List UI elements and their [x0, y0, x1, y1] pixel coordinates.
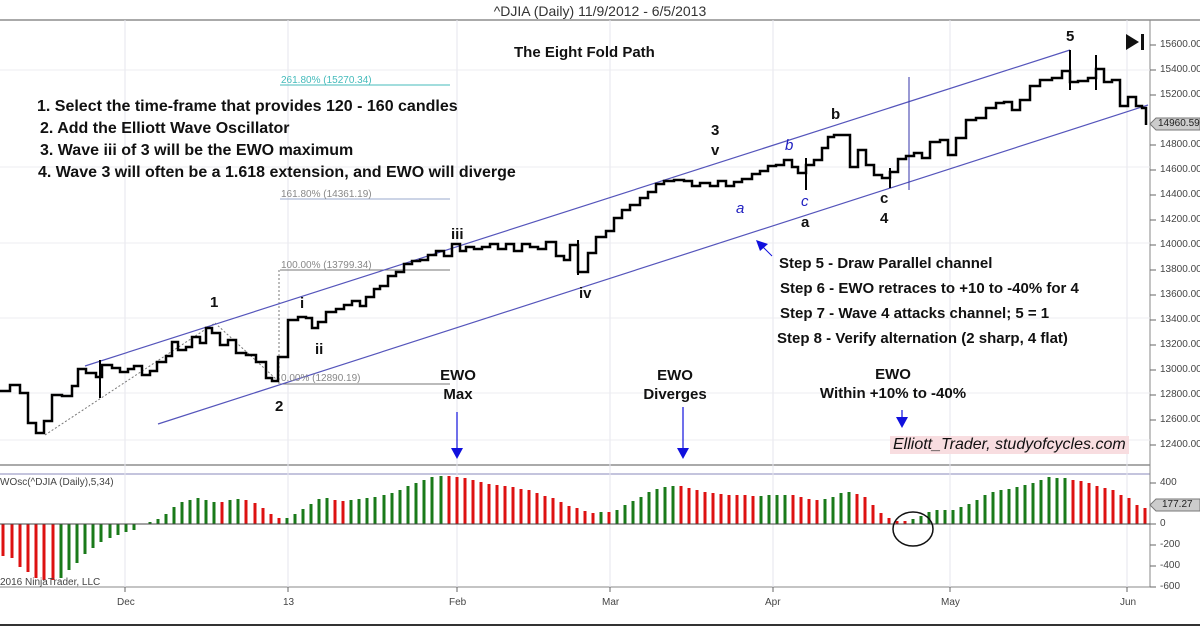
price-axis-ticks [1150, 44, 1156, 588]
wave-label-small-c: c [801, 193, 809, 210]
step-5: Step 5 - Draw Parallel channel [779, 255, 993, 272]
parallel-channel [84, 49, 1149, 425]
ewo-tick: -600 [1160, 581, 1181, 592]
step-6: Step 6 - EWO retraces to +10 to -40% for… [780, 280, 1079, 297]
time-axis-ticks [124, 587, 1128, 592]
price-tick: 12600.00 [1160, 414, 1200, 425]
time-tick: Feb [449, 597, 467, 608]
ewo-within-label-line1: EWO [875, 366, 911, 383]
ewo-tick: 0 [1160, 518, 1166, 529]
price-tick: 14600.00 [1160, 164, 1200, 175]
annotation-arrows [451, 240, 908, 459]
time-tick: Apr [765, 597, 781, 608]
fib-label-261: 261.80% (15270.34) [281, 75, 372, 86]
instruction-2: 2. Add the Elliott Wave Oscillator [40, 120, 290, 137]
ewo-tick: -400 [1160, 560, 1181, 571]
time-tick: Jun [1120, 597, 1137, 608]
wave-label-i: i [300, 295, 305, 312]
wave-label-3: 3 [711, 122, 720, 139]
chart-title: The Eight Fold Path [514, 44, 655, 61]
price-tick: 15600.00 [1160, 39, 1200, 50]
chart-window-title: ^DJIA (Daily) 11/9/2012 - 6/5/2013 [493, 3, 707, 19]
time-tick: Dec [117, 597, 135, 608]
price-tick: 13400.00 [1160, 314, 1200, 325]
wave-label-ii: ii [315, 341, 324, 358]
step-7: Step 7 - Wave 4 attacks channel; 5 = 1 [780, 305, 1050, 322]
price-tick: 15400.00 [1160, 64, 1200, 75]
wave-label-5: 5 [1066, 28, 1075, 45]
price-tick: 14800.00 [1160, 139, 1200, 150]
instruction-1: 1. Select the time-frame that provides 1… [37, 98, 458, 115]
instruction-4: 4. Wave 3 will often be a 1.618 extensio… [38, 164, 516, 181]
time-tick: 13 [283, 597, 295, 608]
price-bars [0, 67, 1148, 435]
fib-label-100: 100.00% (13799.34) [281, 260, 372, 271]
wave-label-1: 1 [210, 294, 219, 311]
wave-label-small-a: a [736, 200, 745, 217]
wave-label-b: b [831, 106, 841, 123]
instruction-3: 3. Wave iii of 3 will be the EWO maximum [40, 142, 354, 159]
price-tick: 15200.00 [1160, 89, 1200, 100]
ewo-max-label-line2: Max [443, 386, 473, 403]
wave-label-v: v [711, 142, 720, 159]
price-tick: 13200.00 [1160, 339, 1200, 350]
step-8: Step 8 - Verify alternation (2 sharp, 4 … [777, 330, 1068, 347]
ewo-diverges-label-line1: EWO [657, 367, 693, 384]
wave-label-iv: iv [579, 285, 592, 302]
price-tick: 14200.00 [1160, 214, 1200, 225]
wave-label-iii: iii [451, 226, 464, 243]
ewo-max-label-line1: EWO [440, 367, 476, 384]
time-tick: May [941, 597, 960, 608]
ewo-circle-highlight [892, 511, 934, 547]
price-tick: 13600.00 [1160, 289, 1200, 300]
vertical-gridlines [124, 20, 1128, 587]
price-tick: 14400.00 [1160, 189, 1200, 200]
ewo-histogram [1, 476, 1147, 580]
fib-label-161: 161.80% (14361.19) [281, 189, 372, 200]
author-credit: Elliott_Trader, studyofcycles.com [890, 436, 1129, 454]
ewo-within-label-line2: Within +10% to -40% [819, 385, 967, 402]
wave-label-c: c [880, 190, 889, 207]
price-tick: 12800.00 [1160, 389, 1200, 400]
fib-label-0: 0.00% (12890.19) [281, 373, 361, 384]
scroll-to-end-icon [1126, 34, 1144, 50]
wave-label-a: a [801, 214, 810, 231]
last-price-badge: 14960.59 [1158, 118, 1200, 129]
ewo-tick: -200 [1160, 539, 1181, 550]
ewo-tick: 400 [1160, 477, 1177, 488]
wave-label-4: 4 [880, 210, 889, 227]
price-tick: 13800.00 [1160, 264, 1200, 275]
wave-label-2: 2 [275, 398, 284, 415]
price-tick: 13000.00 [1160, 364, 1200, 375]
price-tick: 12400.00 [1160, 439, 1200, 450]
copyright-label: 2016 NinjaTrader, LLC [0, 577, 101, 588]
oscillator-label: WOsc(^DJIA (Daily),5,34) [0, 477, 114, 488]
wave-label-small-b: b [785, 137, 794, 154]
ewo-last-value-badge: 177.27 [1162, 499, 1193, 510]
time-tick: Mar [602, 597, 620, 608]
ewo-diverges-label-line2: Diverges [643, 386, 707, 403]
price-tick: 14000.00 [1160, 239, 1200, 250]
horizontal-gridlines [0, 69, 1150, 525]
